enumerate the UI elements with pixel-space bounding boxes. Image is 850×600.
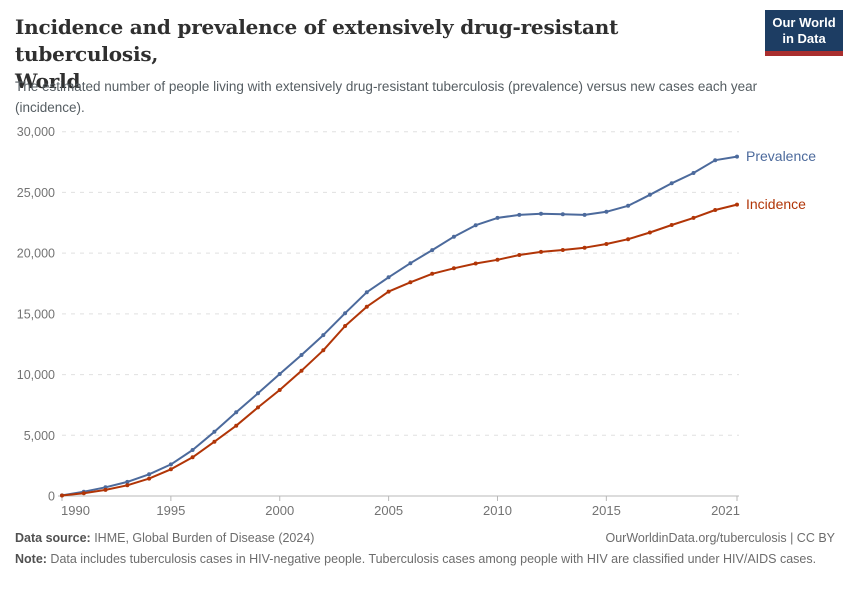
data-point-incidence[interactable] xyxy=(604,242,609,246)
data-point-incidence[interactable] xyxy=(386,289,391,294)
x-tick-label: 1990 xyxy=(61,503,90,518)
data-point-prevalence[interactable] xyxy=(495,215,500,220)
data-point-prevalence[interactable] xyxy=(190,448,195,452)
data-point-prevalence[interactable] xyxy=(582,212,587,217)
data-point-incidence[interactable] xyxy=(321,348,326,353)
source-row: Data source: IHME, Global Burden of Dise… xyxy=(15,529,835,548)
note-label: Note: xyxy=(15,552,47,566)
data-point-prevalence[interactable] xyxy=(234,410,239,415)
data-point-incidence[interactable] xyxy=(256,405,260,410)
data-point-incidence[interactable] xyxy=(277,388,282,392)
data-point-prevalence[interactable] xyxy=(604,209,609,214)
data-point-incidence[interactable] xyxy=(81,491,86,496)
data-point-prevalence[interactable] xyxy=(647,192,652,197)
data-point-prevalence[interactable] xyxy=(669,181,674,186)
chart-header: Incidence and prevalence of extensively … xyxy=(15,14,755,95)
data-source-label: Data source: xyxy=(15,531,91,545)
license-link[interactable]: OurWorldinData.org/tuberculosis | CC BY xyxy=(605,531,836,545)
x-tick-label: 2021 xyxy=(711,503,740,518)
data-point-incidence[interactable] xyxy=(147,476,152,481)
data-point-incidence[interactable] xyxy=(103,487,108,492)
data-point-prevalence[interactable] xyxy=(277,372,282,376)
data-point-incidence[interactable] xyxy=(647,230,652,235)
data-point-incidence[interactable] xyxy=(408,280,413,285)
series-label-prevalence[interactable]: Prevalence xyxy=(746,148,816,164)
data-point-incidence[interactable] xyxy=(713,208,718,212)
data-point-prevalence[interactable] xyxy=(691,171,696,175)
y-tick-label: 0 xyxy=(48,490,55,504)
data-point-prevalence[interactable] xyxy=(713,158,718,163)
data-point-incidence[interactable] xyxy=(517,253,522,257)
y-tick-label: 15,000 xyxy=(17,307,55,321)
data-point-prevalence[interactable] xyxy=(473,223,478,228)
data-point-incidence[interactable] xyxy=(495,257,500,262)
data-point-incidence[interactable] xyxy=(451,266,456,271)
data-point-prevalence[interactable] xyxy=(343,311,348,316)
data-point-prevalence[interactable] xyxy=(364,290,369,295)
data-point-incidence[interactable] xyxy=(299,368,304,373)
data-point-prevalence[interactable] xyxy=(626,203,631,208)
data-point-incidence[interactable] xyxy=(669,223,674,227)
x-tick-label: 2000 xyxy=(265,503,294,518)
data-point-prevalence[interactable] xyxy=(517,212,522,217)
chart-footer: Data source: IHME, Global Burden of Dise… xyxy=(15,529,835,568)
data-point-prevalence[interactable] xyxy=(299,353,304,357)
x-tick-label: 1995 xyxy=(156,503,185,518)
x-tick-label: 2010 xyxy=(483,503,512,518)
data-point-incidence[interactable] xyxy=(168,467,173,472)
y-tick-label: 10,000 xyxy=(17,368,55,382)
data-point-prevalence[interactable] xyxy=(212,429,217,434)
data-point-incidence[interactable] xyxy=(190,455,195,460)
line-chart-svg: 0 5,000 10,000 15,000 20,000 25,000 30,000 1990… xyxy=(17,125,816,518)
data-source-text: IHME, Global Burden of Disease (2024) xyxy=(90,531,315,545)
data-point-prevalence[interactable] xyxy=(168,462,173,467)
data-point-incidence[interactable] xyxy=(364,304,369,309)
y-tick-label: 5,000 xyxy=(24,429,55,443)
data-point-prevalence[interactable] xyxy=(735,154,739,159)
page-title: Incidence and prevalence of extensively … xyxy=(15,14,755,95)
data-point-incidence[interactable] xyxy=(343,324,348,328)
data-point-prevalence[interactable] xyxy=(451,234,456,239)
data-point-prevalence[interactable] xyxy=(386,275,391,280)
note-text: Data includes tuberculosis cases in HIV-… xyxy=(46,552,817,566)
series-line-incidence[interactable] xyxy=(61,203,738,497)
data-point-prevalence[interactable] xyxy=(125,479,130,484)
data-point-prevalence[interactable] xyxy=(430,248,435,253)
data-point-incidence[interactable] xyxy=(212,439,217,444)
data-source: Data source: IHME, Global Burden of Dise… xyxy=(15,529,314,548)
data-point-prevalence[interactable] xyxy=(408,261,413,266)
x-tick-label: 2005 xyxy=(374,503,403,518)
data-point-incidence[interactable] xyxy=(539,249,543,254)
data-point-prevalence[interactable] xyxy=(147,472,152,477)
data-point-incidence[interactable] xyxy=(582,245,587,250)
title-line: World xyxy=(15,69,81,93)
data-point-incidence[interactable] xyxy=(691,215,696,220)
y-tick-label: 30,000 xyxy=(17,125,55,139)
data-point-prevalence[interactable] xyxy=(539,211,543,216)
data-point-incidence[interactable] xyxy=(473,261,478,266)
data-point-incidence[interactable] xyxy=(430,271,435,276)
title-line: Incidence and prevalence of extensively … xyxy=(15,15,619,66)
series-label-incidence[interactable]: Incidence xyxy=(746,196,806,212)
logo-text-line: in Data xyxy=(782,31,826,46)
logo-text-line: Our World xyxy=(772,15,836,30)
note: Note: Data includes tuberculosis cases i… xyxy=(15,551,835,568)
data-point-incidence[interactable] xyxy=(560,248,565,252)
data-point-prevalence[interactable] xyxy=(256,391,260,396)
series-line-prevalence[interactable] xyxy=(61,155,738,497)
data-point-incidence[interactable] xyxy=(735,202,739,207)
data-point-prevalence[interactable] xyxy=(560,212,565,217)
data-point-incidence[interactable] xyxy=(125,483,130,488)
data-point-incidence[interactable] xyxy=(60,493,64,498)
data-point-incidence[interactable] xyxy=(626,237,631,242)
chart-subtitle: The estimated number of people living wi… xyxy=(15,79,758,115)
owid-logo[interactable]: Our World in Data xyxy=(765,10,843,56)
y-tick-label: 25,000 xyxy=(17,186,55,200)
data-point-incidence[interactable] xyxy=(234,423,239,428)
x-tick-label: 2015 xyxy=(592,503,621,518)
data-point-prevalence[interactable] xyxy=(321,333,326,338)
y-tick-label: 20,000 xyxy=(17,247,55,261)
